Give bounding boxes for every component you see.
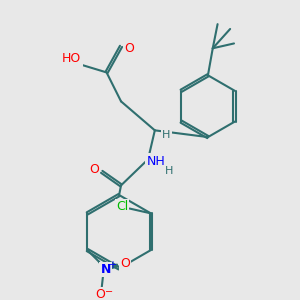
Text: O: O bbox=[95, 288, 105, 300]
Text: O: O bbox=[124, 42, 134, 55]
Text: O: O bbox=[89, 164, 99, 176]
Text: +: + bbox=[108, 260, 116, 269]
Text: H: H bbox=[165, 166, 173, 176]
Text: N: N bbox=[100, 263, 111, 276]
Text: NH: NH bbox=[146, 155, 165, 168]
Text: Cl: Cl bbox=[116, 200, 128, 213]
Text: HO: HO bbox=[62, 52, 81, 65]
Text: −: − bbox=[104, 286, 112, 297]
Text: H: H bbox=[162, 130, 171, 140]
Text: O: O bbox=[120, 257, 130, 270]
